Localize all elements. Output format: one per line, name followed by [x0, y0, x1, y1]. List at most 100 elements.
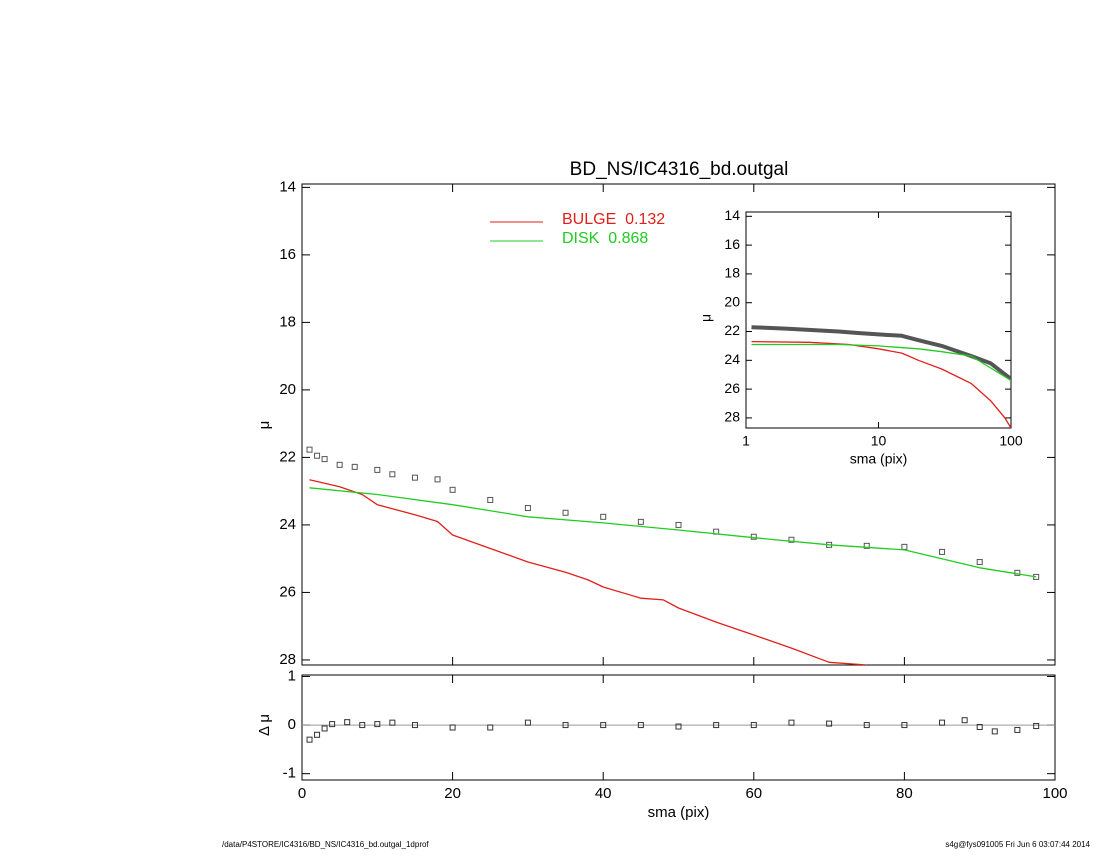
data-point [675, 723, 682, 730]
y-tick-label: 18 [724, 265, 740, 281]
data-point [411, 722, 418, 729]
y-tick-label: 22 [724, 322, 740, 338]
data-point [750, 533, 757, 540]
data-point [314, 452, 321, 459]
data-point [434, 476, 441, 483]
plot-frame [301, 183, 1056, 666]
x-tick-label: 40 [595, 785, 612, 802]
data-point [713, 722, 720, 729]
data-point [321, 725, 328, 732]
x-tick-label: 60 [745, 785, 762, 802]
data-point [449, 724, 456, 731]
data-point [562, 722, 569, 729]
model-line [751, 340, 1011, 428]
plot-frame [745, 211, 1012, 429]
y-tick-label: 26 [724, 380, 740, 396]
data-point [314, 731, 321, 738]
data-point [524, 505, 531, 512]
y-tick-label: 28 [279, 651, 296, 668]
data-point [306, 736, 313, 743]
data-point [344, 719, 351, 726]
data-point [788, 719, 795, 726]
data-point [321, 456, 328, 463]
legend-label: DISK 0.868 [562, 230, 648, 247]
data-point [788, 536, 795, 543]
plot-area [306, 717, 1040, 743]
plot-area [306, 446, 1040, 665]
data-point [939, 548, 946, 555]
data-point [336, 461, 343, 468]
model-line [309, 487, 1037, 578]
data-point [524, 719, 531, 726]
x-axis-label: sma (pix) [850, 451, 908, 467]
y-tick-label: 20 [279, 381, 296, 398]
data-point [351, 463, 358, 470]
data-point [374, 721, 381, 728]
x-tick-label: 80 [896, 785, 913, 802]
data-point [637, 518, 644, 525]
model-line [751, 343, 1011, 382]
data-point [675, 521, 682, 528]
data-point [389, 719, 396, 726]
data-point [976, 724, 983, 731]
data-point [863, 542, 870, 549]
data-point [329, 721, 336, 728]
data-point [389, 471, 396, 478]
data-point [562, 509, 569, 516]
x-tick-label: 20 [444, 785, 461, 802]
data-point [600, 722, 607, 729]
data-point [449, 486, 456, 493]
y-tick-label: -1 [283, 765, 296, 782]
y-tick-label: 18 [279, 313, 296, 330]
data-point [359, 722, 366, 729]
data-point [1033, 723, 1040, 730]
y-axis-label: μ [698, 314, 714, 322]
data-line-thick [751, 325, 1011, 381]
plot-area [751, 325, 1011, 428]
x-tick-label: 100 [1042, 785, 1067, 802]
data-point [976, 559, 983, 566]
data-point [600, 513, 607, 520]
y-tick-label: 1 [288, 667, 296, 684]
y-tick-label: 22 [279, 448, 296, 465]
model-line [309, 479, 867, 665]
x-tick-label: 10 [871, 433, 887, 449]
data-point [487, 724, 494, 731]
y-tick-label: 14 [279, 178, 296, 195]
y-tick-label: 16 [279, 246, 296, 263]
x-tick-label: 100 [999, 433, 1023, 449]
data-point [306, 446, 313, 453]
x-tick-label: 1 [742, 433, 750, 449]
data-point [826, 720, 833, 727]
y-axis-label: μ [256, 421, 273, 430]
data-point [411, 474, 418, 481]
footer-right: s4g@fys091005 Fri Jun 6 03:07:44 2014 [945, 840, 1090, 849]
data-point [939, 719, 946, 726]
data-point [487, 496, 494, 503]
data-point [991, 728, 998, 735]
y-tick-label: 20 [724, 293, 740, 309]
x-axis-label: sma (pix) [648, 804, 710, 821]
data-point [961, 717, 968, 724]
plot-frame [301, 674, 1056, 781]
footer-left: /data/P4STORE/IC4316/BD_NS/IC4316_bd.out… [222, 840, 429, 849]
x-tick-label: 0 [298, 785, 306, 802]
data-point [863, 722, 870, 729]
y-tick-label: 26 [279, 583, 296, 600]
legend-label: BULGE 0.132 [562, 211, 665, 228]
chart-title: BD_NS/IC4316_bd.outgal [570, 159, 789, 180]
data-point [1014, 726, 1021, 733]
y-tick-label: 24 [724, 351, 740, 367]
y-tick-label: 28 [724, 409, 740, 425]
data-point [637, 722, 644, 729]
y-axis-label: Δ μ [256, 714, 273, 736]
data-point [901, 543, 908, 550]
data-point [901, 722, 908, 729]
data-point [750, 722, 757, 729]
y-tick-label: 16 [724, 236, 740, 252]
y-tick-label: 14 [724, 207, 740, 223]
data-point [374, 466, 381, 473]
y-tick-label: 0 [288, 716, 296, 733]
y-tick-label: 24 [279, 516, 296, 533]
